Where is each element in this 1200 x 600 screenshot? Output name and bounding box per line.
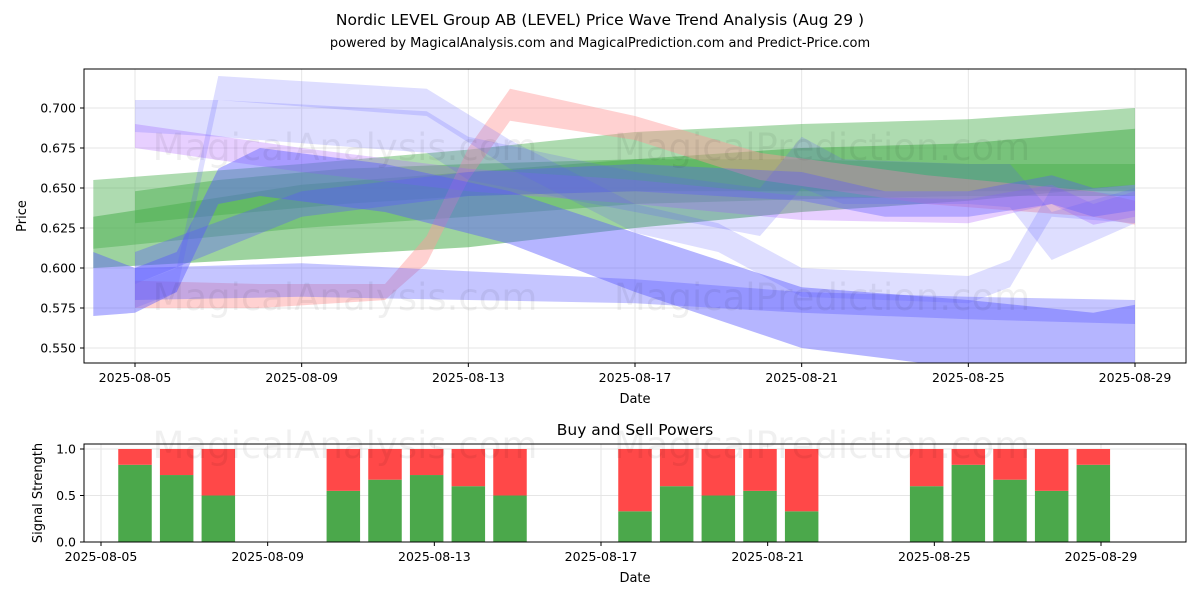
price-x-tick-label: 2025-08-13 [432, 370, 505, 385]
signal-x-tick-label: 2025-08-29 [1065, 549, 1138, 564]
buy-bar [368, 479, 402, 542]
price-y-tick-label: 0.625 [40, 221, 76, 236]
price-wave-bands [93, 76, 1135, 363]
sell-bar [618, 449, 652, 512]
price-y-tick-label: 0.550 [40, 341, 76, 356]
price-x-tick-label: 2025-08-21 [765, 370, 838, 385]
price-band-red-1 [135, 88, 1135, 308]
sell-bar [1034, 449, 1069, 491]
price-band-blue-3 [135, 164, 1135, 284]
signal-x-tick-label: 2025-08-13 [398, 549, 471, 564]
chart-subtitle: powered by MagicalAnalysis.com and Magic… [330, 36, 870, 51]
price-band-blue-4 [135, 100, 1135, 260]
price-band-purple-1 [135, 124, 1135, 225]
signal-y-tick-label: 1.0 [56, 442, 76, 457]
buy-bar [451, 486, 486, 542]
buy-bar [201, 495, 236, 542]
signal-xlabel: Date [619, 571, 650, 586]
signal-x-tick-label: 2025-08-21 [731, 549, 804, 564]
signal-chart-title: Buy and Sell Powers [557, 421, 714, 439]
sell-bar [701, 449, 736, 496]
price-x-tick-label: 2025-08-29 [1099, 370, 1172, 385]
price-band-green-3 [135, 159, 1135, 224]
buy-bar [1034, 490, 1069, 542]
signal-ylabel: Signal Strength [31, 443, 46, 543]
watermark-prediction-top: MagicalPrediction.com [614, 126, 1030, 169]
price-y-tick-label: 0.675 [40, 141, 76, 156]
price-y-tick-label: 0.600 [40, 261, 76, 276]
price-x-tick-label: 2025-08-05 [99, 370, 172, 385]
sell-bar [118, 449, 152, 465]
signal-x-tick-label: 2025-08-17 [565, 549, 638, 564]
buy-bar [618, 511, 652, 542]
buy-bar [493, 495, 527, 542]
signal-x-tick-label: 2025-08-25 [898, 549, 971, 564]
signal-x-tick-label: 2025-08-09 [231, 549, 304, 564]
buy-bar [659, 486, 694, 542]
price-band-blue-5 [135, 76, 1135, 308]
signal-plot-frame [83, 443, 1187, 543]
buy-bar [909, 486, 944, 542]
sell-bar [326, 449, 361, 491]
signal-y-tick-label: 0.5 [56, 488, 76, 503]
buy-bar [159, 475, 194, 542]
sell-bar [368, 449, 402, 480]
price-axes: 2025-08-05 2025-08-09 2025-08-13 2025-08-17… [40, 101, 1171, 386]
price-x-tick-label: 2025-08-25 [932, 370, 1005, 385]
price-x-tick-label: 2025-08-17 [599, 370, 672, 385]
sell-bar [659, 449, 694, 487]
price-x-tick-label: 2025-08-09 [265, 370, 338, 385]
buy-bar [784, 511, 819, 542]
price-xlabel: Date [619, 392, 650, 407]
buy-bar [409, 475, 444, 542]
sell-bar [159, 449, 194, 476]
sell-bar [743, 449, 777, 491]
sell-bar [951, 449, 986, 465]
sell-bar [201, 449, 236, 496]
watermark-analysis-bottom: MagicalAnalysis.com [153, 424, 538, 467]
price-ylabel: Price [15, 200, 30, 232]
price-y-tick-label: 0.650 [40, 181, 76, 196]
sell-bar [784, 449, 819, 512]
watermark-prediction-bottom: MagicalPrediction.com [614, 424, 1030, 467]
buy-bar [118, 464, 152, 542]
price-y-tick-label: 0.575 [40, 301, 76, 316]
price-band-blue-2 [135, 263, 1135, 324]
sell-bar [1076, 449, 1111, 465]
price-band-blue-1 [93, 148, 1135, 363]
watermark-analysis-top: MagicalAnalysis.com [153, 126, 538, 169]
signal-bars [118, 449, 1111, 542]
buy-bar [701, 495, 736, 542]
sell-bar [993, 449, 1027, 480]
buy-bar [993, 479, 1027, 542]
buy-bar [326, 490, 361, 542]
price-y-tick-label: 0.700 [40, 101, 76, 116]
watermark-analysis-mid: MagicalAnalysis.com [153, 276, 538, 319]
signal-axes: 2025-08-05 2025-08-09 2025-08-13 2025-08-17… [56, 442, 1137, 565]
sell-bar [451, 449, 486, 487]
buy-bar [951, 464, 986, 542]
price-bands-group [93, 76, 1135, 363]
signal-x-tick-label: 2025-08-05 [65, 549, 138, 564]
sell-bar [909, 449, 944, 487]
sell-bar [493, 449, 527, 496]
chart-title: Nordic LEVEL Group AB (LEVEL) Price Wave… [336, 11, 864, 29]
sell-bar [409, 449, 444, 476]
watermark-prediction-mid: MagicalPrediction.com [614, 276, 1030, 319]
buy-bar [1076, 464, 1111, 542]
signal-y-tick-label: 0.0 [56, 535, 76, 550]
buy-bar [743, 490, 777, 542]
